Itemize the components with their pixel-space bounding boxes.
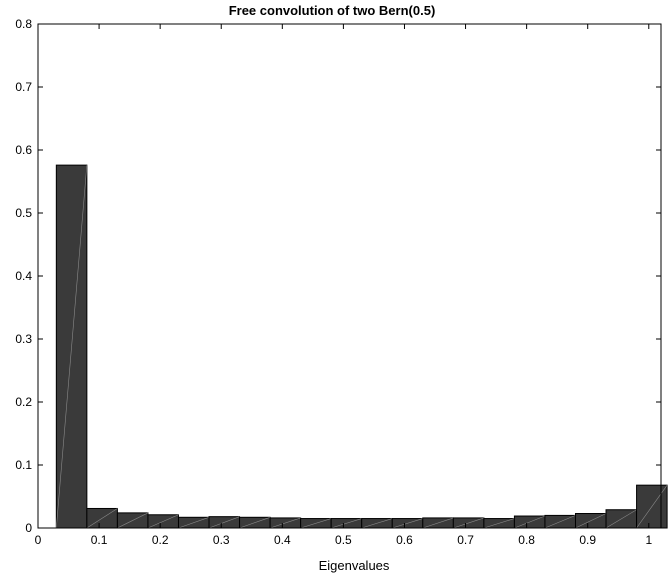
y-tick-label: 0 (25, 521, 32, 535)
bar-diagonal-line (147, 514, 179, 529)
bar-diagonal-line (483, 518, 515, 529)
bar-diagonal-line (422, 517, 454, 529)
bar-diagonal-line (56, 165, 88, 529)
bar-diagonal-line (575, 513, 607, 529)
y-tick-label: 0.1 (15, 458, 32, 472)
x-tick-label: 0.9 (579, 533, 596, 547)
x-tick-label: 0.1 (91, 533, 108, 547)
bar-diagonal-line (117, 512, 149, 529)
bar-diagonal-line (208, 516, 240, 529)
y-tick-label: 0.6 (15, 143, 32, 157)
bar-diagonal-line (331, 518, 362, 529)
chart-title: Free convolution of two Bern(0.5) (229, 3, 436, 18)
plot-frame (37, 23, 662, 529)
bar-diagonal-line (392, 518, 423, 529)
x-tick-label: 0.3 (213, 533, 230, 547)
x-tick-label: 0.8 (518, 533, 535, 547)
y-tick-label: 0.4 (15, 269, 32, 283)
bar-diagonal-line (361, 518, 393, 529)
bar-diagonal-line (86, 508, 118, 529)
bar-diagonal-line (605, 509, 637, 529)
bar-diagonal-line (544, 515, 576, 529)
x-tick-label: 0 (35, 533, 42, 547)
bar-diagonal-line (636, 484, 668, 529)
bar-diagonal-line (453, 517, 484, 529)
bar-diagonal-line (270, 517, 301, 529)
bar-diagonal-line (178, 517, 210, 529)
y-tick-label: 0.3 (15, 332, 32, 346)
x-tick-label: 0.4 (274, 533, 291, 547)
y-tick-label: 0.5 (15, 206, 32, 220)
x-tick-label: 1 (645, 533, 652, 547)
x-axis-label: Eigenvalues (319, 558, 390, 573)
x-tick-label: 0.6 (396, 533, 413, 547)
bar-diagonal-line (239, 517, 271, 529)
axis-ticks: 0 0.1 0.2 0.3 0.4 0.5 0.6 0.7 0.8 0.9 1 0 0.1 0.2 0.3 0… (15, 17, 661, 547)
x-tick-label: 0.2 (152, 533, 169, 547)
bars-group (55, 164, 668, 529)
y-tick-label: 0.7 (15, 80, 32, 94)
x-tick-label: 0.5 (335, 533, 352, 547)
bar-diagonal-line (514, 515, 546, 529)
x-tick-label: 0.7 (457, 533, 474, 547)
bar-diagonal-line (300, 518, 332, 529)
y-tick-label: 0.2 (15, 395, 32, 409)
y-tick-label: 0.8 (15, 17, 32, 31)
